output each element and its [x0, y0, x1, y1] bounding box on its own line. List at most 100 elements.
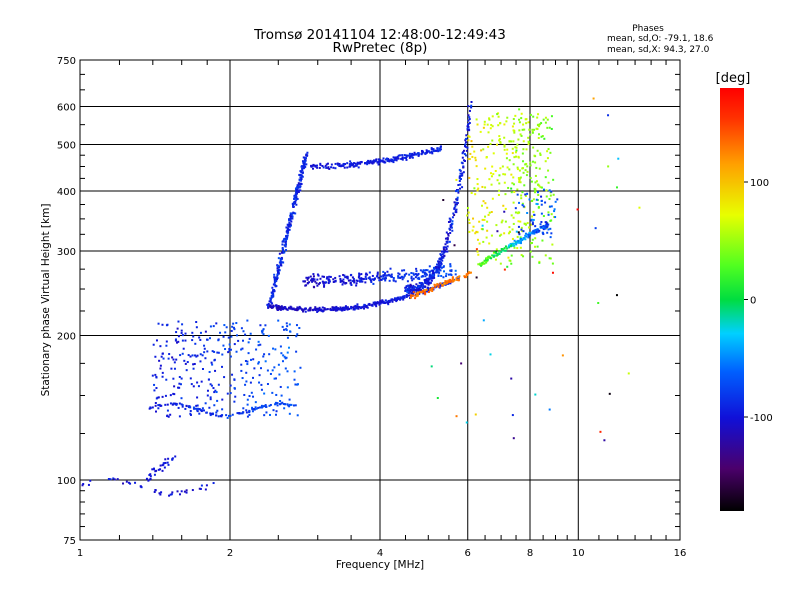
f-x-trace-point	[486, 229, 489, 232]
f-trace-point	[378, 279, 381, 282]
f-x-trace-point	[518, 180, 521, 183]
f-x-trace-point	[547, 213, 550, 216]
f-x-trace-point	[516, 143, 519, 146]
f-trace-point	[425, 151, 428, 154]
f-trace-point	[470, 106, 473, 109]
f-trace-point	[437, 267, 440, 270]
f-trace-point	[409, 290, 412, 293]
es-spread-point	[165, 340, 168, 343]
f-trace-point	[306, 282, 309, 285]
es-spread-point	[262, 328, 265, 331]
f-x-trace-point	[527, 136, 530, 139]
f-trace-point	[376, 161, 379, 164]
f-cusp-point	[416, 292, 419, 295]
es-spread-point	[208, 370, 211, 373]
es-spread-point	[299, 366, 302, 369]
f-trace-point	[417, 276, 420, 279]
f-trace-point	[406, 294, 409, 297]
f-x-trace-point	[522, 148, 525, 151]
es-spread-point	[282, 354, 285, 357]
f-x-trace-point	[514, 211, 517, 214]
f-x-trace-point	[534, 174, 537, 177]
es-spread-point	[192, 385, 195, 388]
f-trace-point	[309, 275, 312, 278]
f-trace-point	[324, 164, 327, 167]
es-spread-point	[205, 411, 208, 414]
es-spread-point	[222, 344, 225, 347]
f-x-trace-point	[528, 232, 531, 235]
scatter-point	[597, 301, 600, 304]
es-spread-point	[281, 360, 284, 363]
f-cusp-point	[449, 280, 452, 283]
f-trace-point	[321, 275, 324, 278]
es-spread-point	[181, 404, 184, 407]
f-trace-point	[339, 306, 342, 309]
es-spread-point	[180, 377, 183, 380]
f-trace-point	[448, 227, 451, 230]
es-spread-point	[243, 393, 246, 396]
es-spread-point	[175, 331, 178, 334]
scatter-point	[482, 319, 485, 322]
y-tick-label: 200	[57, 332, 76, 343]
f-cusp-point	[465, 276, 468, 279]
es-spread-point	[219, 331, 222, 334]
f-x-trace-point	[507, 246, 510, 249]
f-trace-point	[410, 284, 413, 287]
es-spread-point	[155, 375, 158, 378]
f-x-trace-point	[519, 246, 522, 249]
f-trace-point	[381, 159, 384, 162]
f-trace-point	[308, 281, 311, 284]
e-region-point	[149, 475, 152, 478]
es-spread-point	[161, 395, 164, 398]
f-x-trace-point	[474, 156, 477, 159]
f-x-trace-point	[472, 217, 475, 220]
f-trace-point	[467, 122, 470, 125]
es-spread-point	[258, 406, 261, 409]
es-spread-point	[236, 412, 239, 415]
f-x-trace-point	[512, 140, 515, 143]
f-trace-point	[410, 289, 413, 292]
f-trace-point	[390, 275, 393, 278]
f-x-trace-point	[527, 233, 530, 236]
f-trace-point	[420, 275, 423, 278]
scatter-point	[436, 397, 439, 400]
f-trace-point	[281, 247, 284, 250]
f-x-trace-point	[498, 135, 501, 138]
f-x-trace-point	[481, 261, 484, 264]
es-spread-point	[248, 395, 251, 398]
es-spread-point	[162, 357, 165, 360]
f-x-trace-point	[532, 218, 535, 221]
f-trace-point	[449, 273, 452, 276]
es-spread-point	[258, 381, 261, 384]
es-spread-point	[196, 396, 199, 399]
f-trace-point	[366, 160, 369, 163]
f-trace-point	[405, 154, 408, 157]
f-trace-point	[430, 148, 433, 151]
es-spread-point	[217, 339, 220, 342]
f-trace-point	[468, 118, 471, 121]
f-trace-point	[377, 163, 380, 166]
es-spread-point	[213, 350, 216, 353]
f-trace-point	[385, 158, 388, 161]
f-trace-point	[321, 306, 324, 309]
f-x-trace-point	[517, 241, 520, 244]
f-trace-point	[312, 164, 315, 167]
f-x-trace-point	[524, 194, 527, 197]
f-x-trace-point	[494, 258, 497, 261]
f-trace-point	[327, 282, 330, 285]
f-trace-point	[280, 261, 283, 264]
es-spread-point	[227, 336, 230, 339]
f-x-trace-point	[470, 140, 473, 143]
f-x-trace-point	[548, 126, 551, 129]
f-trace-point	[339, 279, 342, 282]
f-x-trace-point	[523, 222, 526, 225]
es-spread-point	[177, 335, 180, 338]
f-trace-point	[435, 149, 438, 152]
f-trace-point	[298, 179, 301, 182]
e-region-point	[159, 493, 162, 496]
f-x-trace-point	[479, 263, 482, 266]
es-spread-point	[281, 401, 284, 404]
f-trace-point	[273, 273, 276, 276]
f-trace-point	[372, 301, 375, 304]
f-trace-point	[402, 298, 405, 301]
